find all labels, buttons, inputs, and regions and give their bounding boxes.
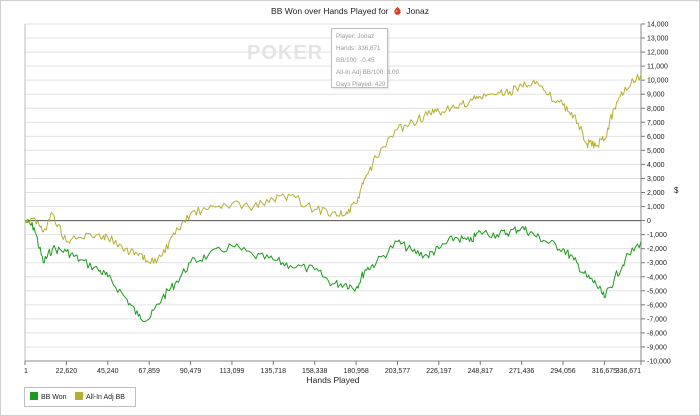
legend-swatch-allin-adj-bb (75, 392, 83, 400)
y-tick-label: -6,000 (647, 302, 667, 309)
y-tick-label: -10,000 (647, 359, 671, 366)
x-tick-label: 1 (24, 368, 28, 375)
tooltip-bb100: BB/100: -0.45 (336, 57, 375, 64)
y-tick-label: 10,000 (647, 78, 669, 85)
x-tick-label: 90,479 (180, 368, 202, 375)
legend-label-bb-won: BB Won (41, 394, 67, 401)
y-tick-label: -8,000 (647, 330, 667, 337)
legend-label-allin-adj-bb: All-In Adj BB (86, 394, 125, 401)
tooltip-hands: Hands: 336,671 (336, 45, 381, 52)
y-tick-label: 3,000 (647, 176, 665, 183)
y-tick-label: 7,000 (647, 120, 665, 127)
chart-title-text: BB Won over Hands Played for (271, 6, 389, 16)
x-axis-label: Hands Played (306, 375, 360, 385)
y-axis-label: $ (674, 186, 679, 195)
x-tick-label: 45,240 (97, 368, 119, 375)
y-tick-label: -3,000 (647, 260, 667, 267)
x-tick-label: 336,671 (616, 368, 641, 375)
tooltip-days: Days Played: 429 (336, 81, 386, 88)
y-tick-label: 5,000 (647, 148, 665, 155)
x-tick-label: 271,436 (509, 368, 534, 375)
series-line-bb-won (24, 219, 642, 322)
tooltip-player: Player: Jonaz (336, 33, 375, 40)
y-tick-label: 13,000 (647, 36, 669, 43)
legend: BB Won All-In Adj BB (24, 387, 136, 407)
y-tick-label: -7,000 (647, 316, 667, 323)
y-tick-label: 12,000 (647, 50, 669, 57)
x-tick-label: 226,197 (426, 368, 451, 375)
y-tick-label: -5,000 (647, 288, 667, 295)
watermark-logo: POKER (247, 42, 324, 64)
tooltip-allin-bb100: All-In Adj BB/100: 3.09 (336, 69, 400, 76)
tooltip: Player: Jonaz Hands: 336,671 BB/100: -0.… (331, 28, 400, 88)
series-line-allin-adj-bb (24, 73, 642, 264)
x-tick-label: 22,620 (56, 368, 78, 375)
y-tick-label: 1,000 (647, 204, 665, 211)
y-tick-label: 0 (647, 218, 651, 225)
legend-item-allin-adj-bb[interactable]: All-In Adj BB (75, 392, 125, 401)
legend-item-bb-won[interactable]: BB Won (30, 392, 67, 401)
y-tick-label: 6,000 (647, 134, 665, 141)
x-tick-label: 135,718 (261, 368, 286, 375)
y-tick-label: 4,000 (647, 162, 665, 169)
y-tick-label: -4,000 (647, 274, 667, 281)
x-tick-label: 67,859 (138, 368, 160, 375)
y-tick-label: 11,000 (647, 64, 668, 71)
poker-chip-icon (394, 6, 401, 15)
y-tick-label: 9,000 (647, 92, 665, 99)
x-tick-label: 294,056 (550, 368, 575, 375)
y-tick-label: -2,000 (647, 246, 667, 253)
x-tick-label: 113,099 (220, 368, 245, 375)
x-tick-label: 158,338 (302, 368, 327, 375)
x-tick-label: 203,577 (385, 368, 410, 375)
chart-title: BB Won over Hands Played for Jonaz (0, 6, 700, 16)
y-tick-label: -9,000 (647, 344, 667, 351)
y-tick-label: 14,000 (647, 22, 669, 29)
y-tick-label: 2,000 (647, 190, 665, 197)
legend-swatch-bb-won (30, 392, 38, 400)
x-tick-label: 248,817 (468, 368, 493, 375)
x-tick-label: 316,675 (592, 368, 617, 375)
y-tick-label: 8,000 (647, 106, 665, 113)
y-tick-label: -1,000 (647, 232, 667, 239)
x-tick-label: 180,958 (343, 368, 368, 375)
player-name: Jonaz (406, 6, 429, 16)
